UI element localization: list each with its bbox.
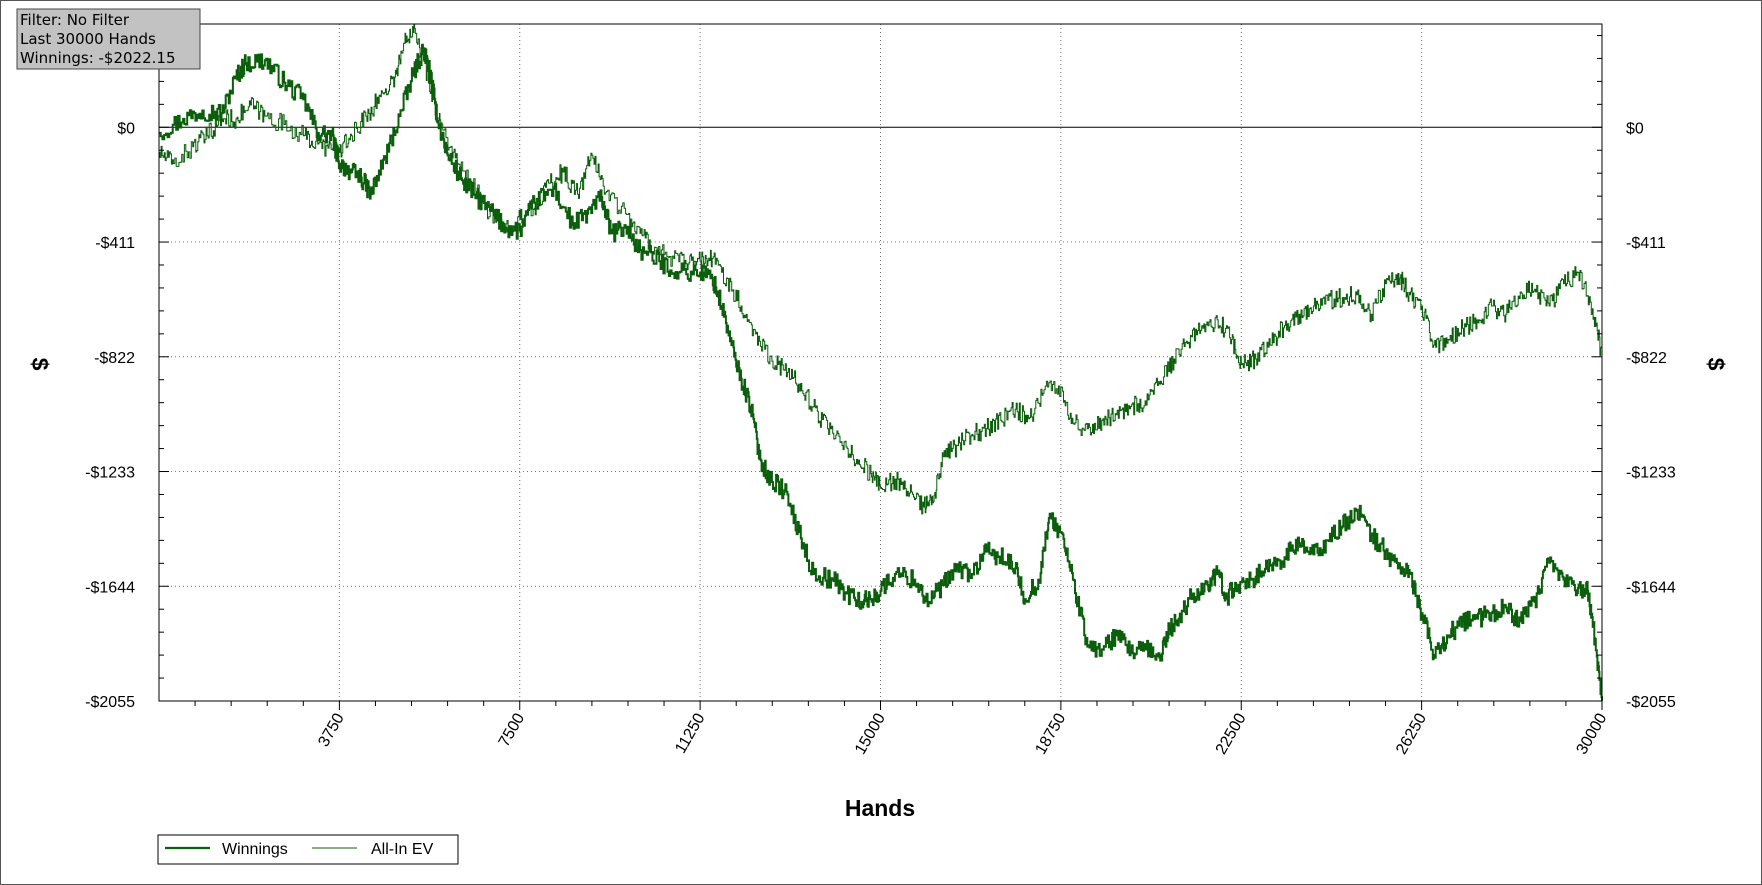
y-tick-label-left: -$411 (95, 235, 135, 252)
series-lines (159, 23, 1603, 701)
y-tick-label-right: -$1233 (1626, 465, 1676, 482)
info-filter: Filter: No Filter (20, 11, 130, 29)
y-axis-title-left: $ (27, 358, 53, 371)
series-line-winnings (159, 43, 1603, 701)
y-tick-label-right: -$1644 (1626, 579, 1676, 596)
y-tick-label-left: -$2055 (85, 694, 135, 711)
y-axis-title-right: $ (1703, 358, 1729, 371)
x-axis-title: Hands (845, 795, 915, 821)
info-winnings: Winnings: -$2022.15 (20, 49, 176, 67)
legend-box (157, 834, 459, 865)
series-line-all-in-ev (159, 23, 1603, 515)
y-tick-label-left: -$1644 (85, 579, 135, 596)
legend-label-winnings: Winnings (222, 841, 288, 858)
info-box: Filter: No Filter Last 30000 Hands Winni… (16, 8, 201, 70)
legend: Winnings All-In EV (157, 834, 459, 865)
y-tick-labels-right: $0 -$411 -$822 -$1233 -$1644 -$2055 (1626, 120, 1676, 711)
info-box-background (16, 8, 201, 70)
legend-label-allin-ev: All-In EV (371, 841, 434, 858)
info-range: Last 30000 Hands (20, 30, 156, 48)
y-tick-label-left: -$1233 (85, 465, 135, 482)
y-tick-label-left: $0 (117, 120, 135, 137)
y-tick-labels-left: $0 -$411 -$822 -$1233 -$1644 -$2055 (85, 120, 135, 711)
y-tick-label-right: -$822 (1626, 350, 1667, 367)
grid-lines (159, 24, 1602, 701)
axis-ticks (159, 35, 1603, 710)
y-tick-label-left: -$822 (94, 350, 135, 367)
y-tick-label-right: -$411 (1626, 235, 1666, 252)
y-tick-label-right: -$2055 (1626, 694, 1676, 711)
y-tick-label-right: $0 (1626, 120, 1644, 137)
